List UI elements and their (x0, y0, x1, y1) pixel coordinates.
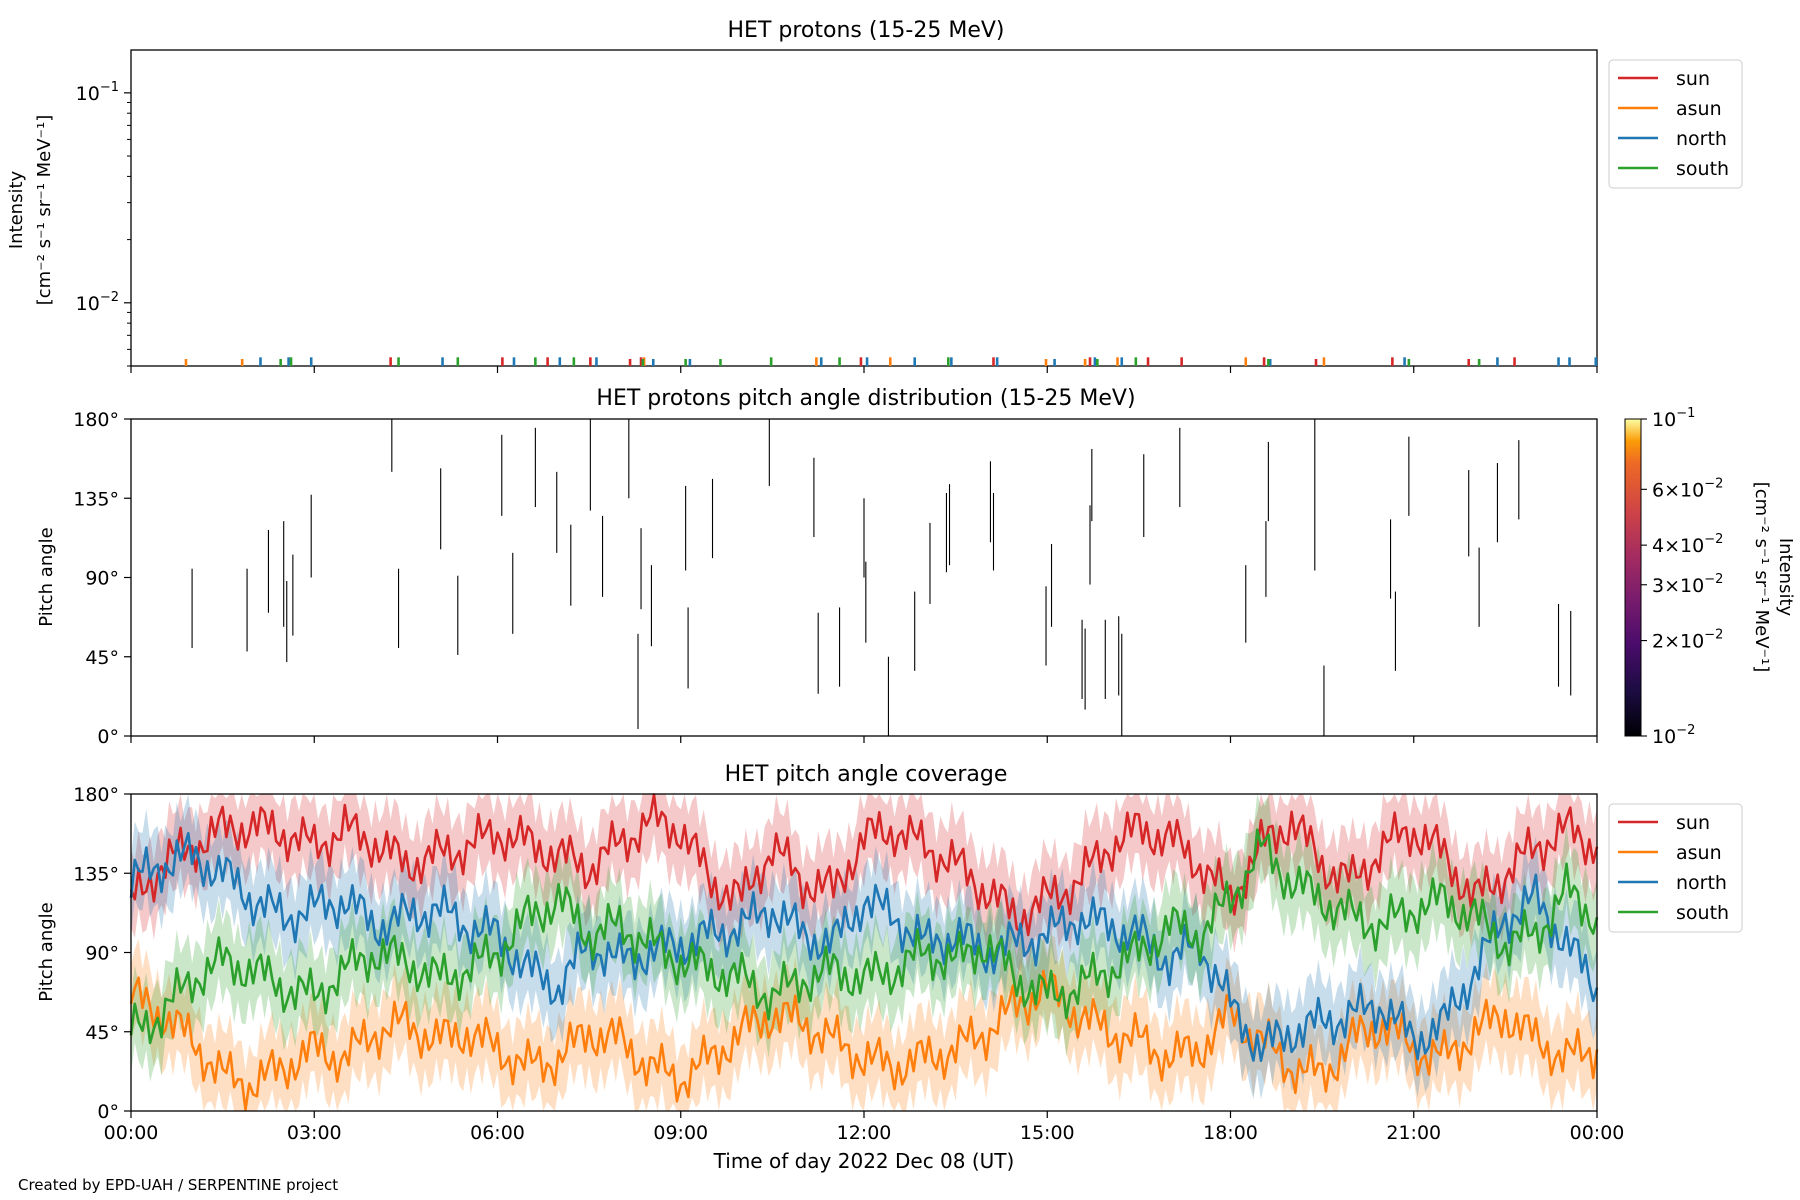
colorbar-gradient (1624, 418, 1642, 737)
panel-distribution: HET protons pitch angle distribution (15… (36, 386, 1796, 748)
colorbar-label-line1: Intensity (1775, 538, 1796, 617)
panel3-lines (129, 793, 1599, 1112)
panel3-xtick-label-5: 15:00 (1020, 1122, 1075, 1144)
panel3-legend: sun asun north south (1608, 803, 1743, 933)
panel3-title: HET pitch angle coverage (725, 762, 1008, 787)
colorbar-tick-label-5: 10−2 (1652, 723, 1695, 748)
panel3-x-ticks: 00:00 03:00 06:00 09:00 12:00 15:00 18:00 21:00… (104, 1111, 1625, 1144)
panel-coverage: HET pitch angle coverage 00:00 03:00 06:00… (36, 762, 1743, 1173)
panel3-legend-label-asun: asun (1676, 842, 1722, 864)
panel3-line-south (129, 828, 1599, 1045)
panel3-legend-label-south: south (1676, 902, 1729, 924)
panel3-line-sun (129, 793, 1599, 937)
panel1-y-ticks: 10−2 10−1 (76, 80, 131, 315)
colorbar-ticks: 10−1 6×10−2 4×10−2 3×10−2 2×10−2 10−2 (1641, 406, 1723, 748)
panel1-legend-label-north: north (1676, 128, 1727, 150)
panel3-xtick-label-1: 03:00 (287, 1122, 342, 1144)
panel3-y-ticks: 0° 45° 90° 135° 180° (73, 784, 131, 1123)
panel3-legend-box (1608, 803, 1743, 933)
colorbar-tick-label-4: 2×10−2 (1652, 628, 1723, 653)
panel3-xtick-label-2: 06:00 (470, 1122, 525, 1144)
panel1-y-minor-ticks (127, 101, 131, 367)
panel3-ytick-label-2: 90° (85, 943, 119, 965)
panel2-ytick-label-1: 45° (85, 647, 119, 669)
panel2-ylabel: Pitch angle (36, 527, 57, 626)
colorbar-tick-label-1: 6×10−2 (1652, 476, 1723, 501)
colorbar-tick-label-0: 10−1 (1652, 406, 1695, 431)
panel2-marks (191, 419, 1572, 736)
panel2-ytick-label-0: 0° (97, 726, 119, 748)
panel3-ytick-label-4: 180° (73, 784, 119, 806)
panel3-legend-label-sun: sun (1676, 812, 1710, 834)
panel2-ytick-label-2: 90° (85, 568, 119, 590)
panel3-legend-label-north: north (1676, 872, 1727, 894)
panel3-line-asun (129, 969, 1599, 1112)
panel2-ytick-label-4: 180° (73, 409, 119, 431)
panel1-ylabel-line2: [cm⁻² s⁻¹ sr⁻¹ MeV⁻¹] (34, 115, 55, 306)
panel3-xtick-label-7: 21:00 (1386, 1122, 1441, 1144)
panel3-line-north (129, 831, 1599, 1062)
footer-credit: Created by EPD-UAH / SERPENTINE project (18, 1176, 339, 1194)
panel2-x-ticks (130, 736, 1598, 743)
panel2-ytick-label-3: 135° (73, 488, 119, 510)
panel3-ytick-label-0: 0° (97, 1101, 119, 1123)
panel3-xlabel: Time of day 2022 Dec 08 (UT) (713, 1149, 1015, 1173)
panel1-x-ticks (130, 366, 1598, 373)
panel1-title: HET protons (15-25 MeV) (728, 18, 1005, 43)
panel3-xtick-label-4: 12:00 (837, 1122, 892, 1144)
panel3-xtick-label-8: 00:00 (1570, 1122, 1625, 1144)
panel1-legend-label-sun: sun (1676, 68, 1710, 90)
panel1-legend-label-south: south (1676, 158, 1729, 180)
panel1-frame (130, 49, 1598, 367)
colorbar-tick-label-2: 4×10−2 (1652, 532, 1723, 557)
panel3-ytick-label-1: 45° (85, 1022, 119, 1044)
panel1-legend: sun asun north south (1608, 59, 1743, 189)
colorbar-label-line2: [cm⁻² s⁻¹ sr⁻¹ MeV⁻¹] (1751, 482, 1772, 673)
panel1-marks (184, 357, 1598, 366)
panel3-ylabel: Pitch angle (36, 902, 57, 1001)
panel3-band-north (131, 794, 1597, 1100)
panel1-ytick-label-0: 10−2 (76, 290, 119, 315)
panel1-legend-box (1608, 59, 1743, 189)
panel3-ytick-label-3: 135° (73, 863, 119, 885)
panel3-band-asun (131, 932, 1597, 1111)
colorbar-tick-label-3: 3×10−2 (1652, 572, 1723, 597)
panel3-xtick-label-0: 00:00 (104, 1122, 159, 1144)
panel2-y-ticks: 0° 45° 90° 135° 180° (73, 409, 131, 748)
panel3-xtick-label-3: 09:00 (653, 1122, 708, 1144)
panel1-ylabel-line1: Intensity (6, 170, 27, 249)
panel1-legend-label-asun: asun (1676, 98, 1722, 120)
colorbar: 10−1 6×10−2 4×10−2 3×10−2 2×10−2 10−2 Intensi… (1624, 406, 1796, 748)
panel3-band-south (131, 794, 1597, 1082)
panel3-xtick-label-6: 18:00 (1203, 1122, 1258, 1144)
panel2-title: HET protons pitch angle distribution (15… (596, 386, 1135, 411)
panel-intensity: HET protons (15-25 MeV) 10−2 10−1 Intensi… (6, 18, 1743, 373)
panel1-ytick-label-1: 10−1 (76, 80, 119, 105)
